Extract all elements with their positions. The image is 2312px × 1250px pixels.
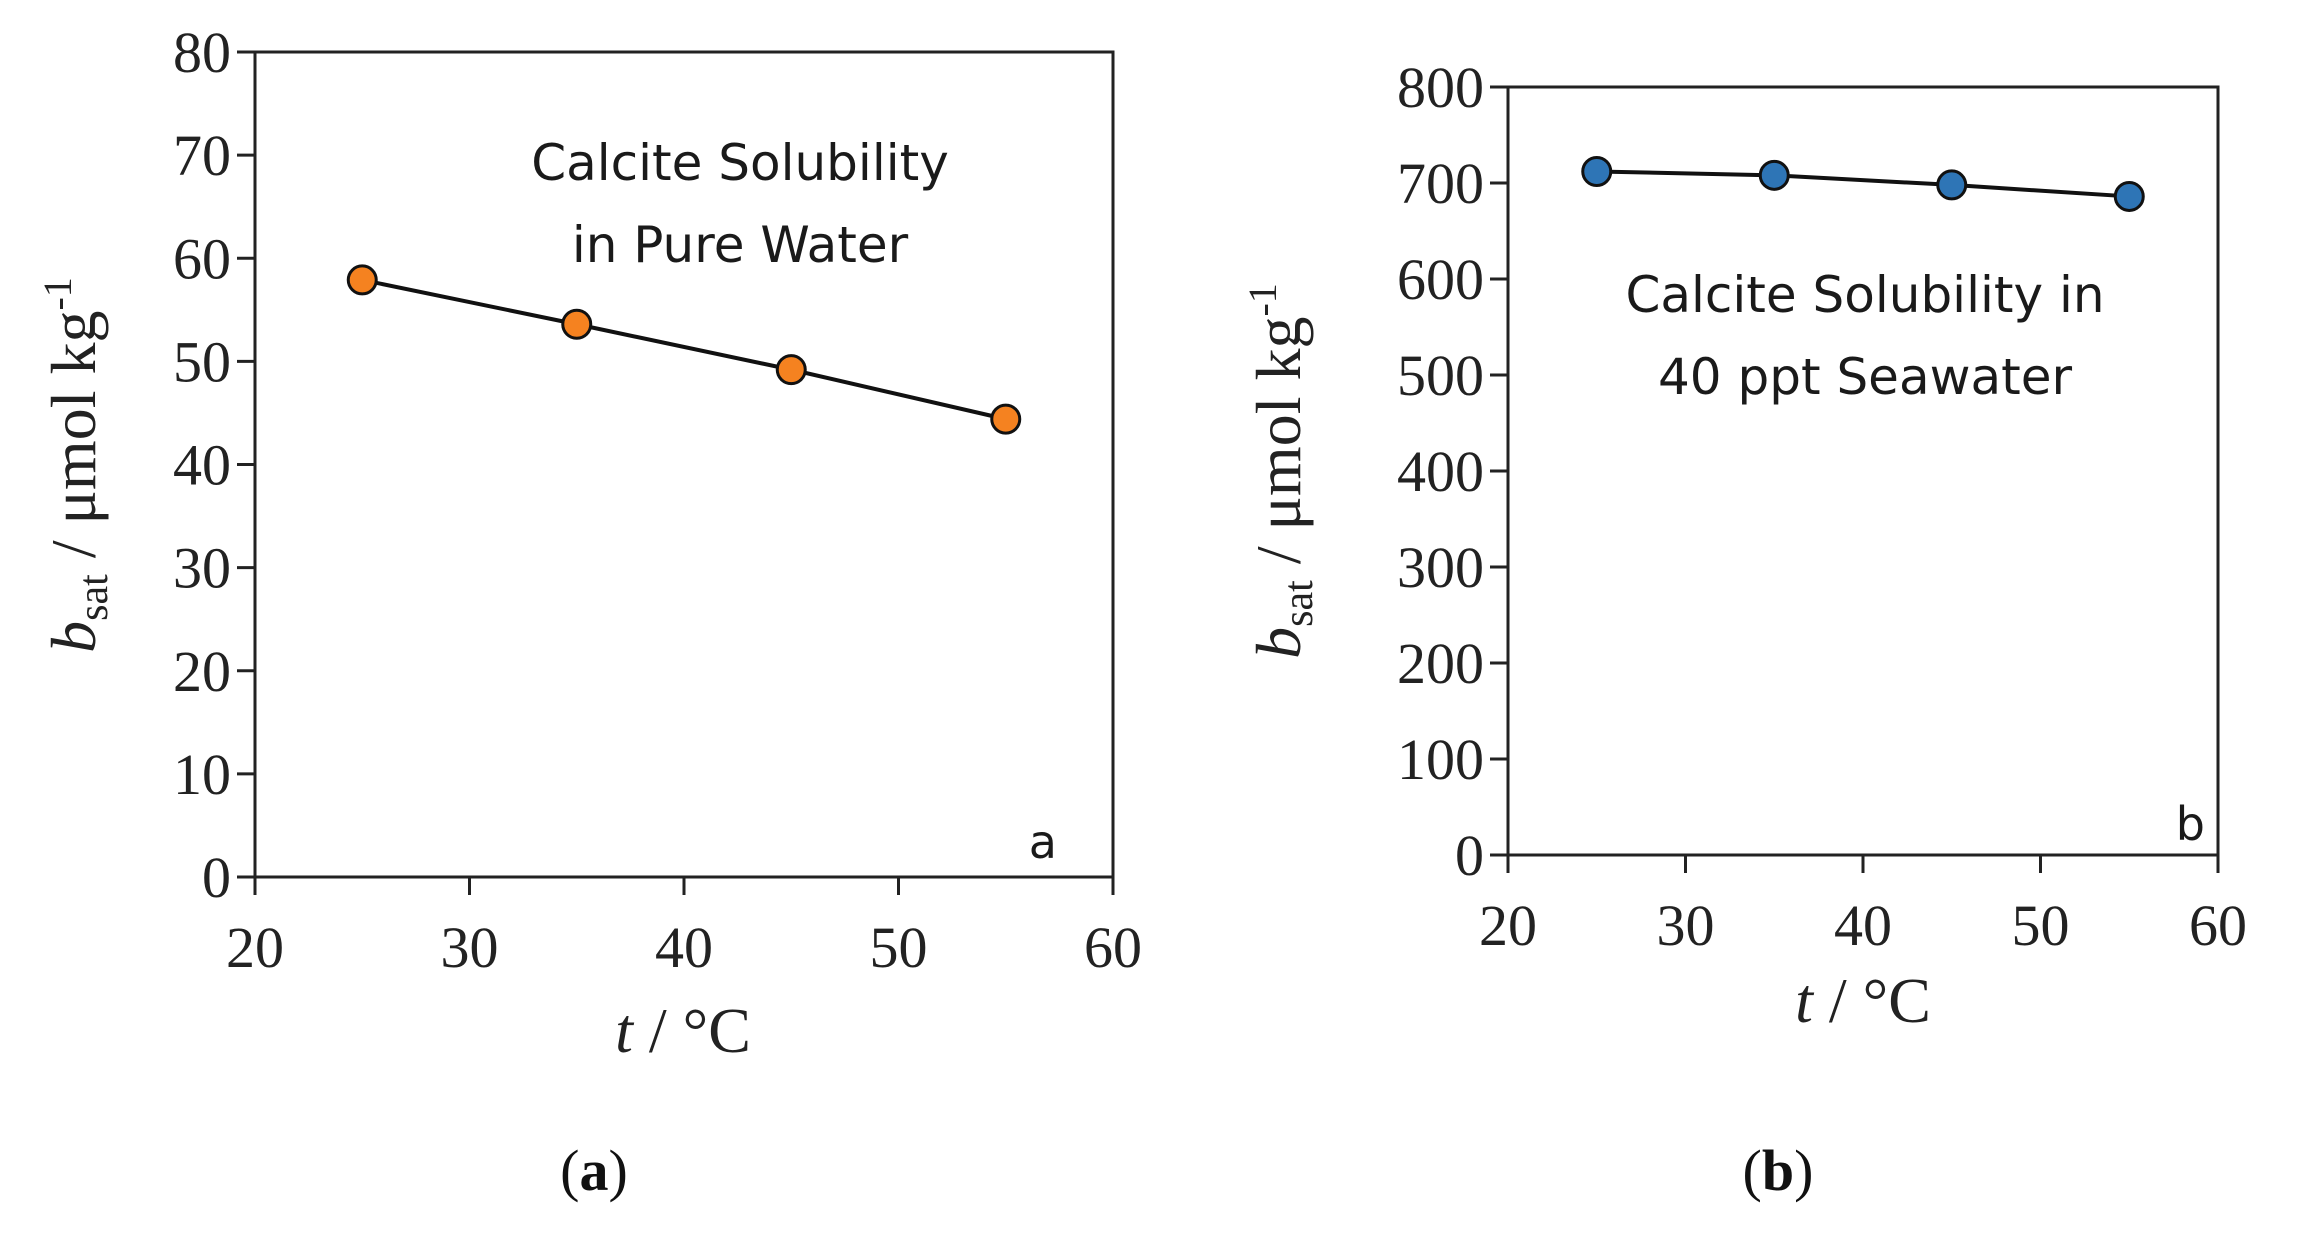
caption-letter: b — [1762, 1138, 1794, 1203]
annotation-line: Calcite Solubility in — [1625, 266, 2104, 324]
x-axis-title-var: t — [1795, 965, 1815, 1036]
y-axis-title-unit: / μmol kg — [1243, 317, 1314, 581]
y-axis-title-var: b — [1243, 627, 1314, 659]
caption-close: ) — [1794, 1138, 1813, 1203]
caption-close: ) — [609, 1138, 628, 1203]
y-tick-label: 10 — [173, 742, 231, 807]
plot-area — [1506, 85, 2220, 857]
y-axis-title-sup: -1 — [1240, 283, 1285, 316]
y-axis-title-unit: / μmol kg — [38, 311, 109, 575]
y-tick-label: 70 — [173, 123, 231, 188]
y-axis-title: bsat / μmol kg-1 — [1240, 283, 1322, 659]
x-tick-label: 60 — [2189, 893, 2247, 958]
y-tick-label: 50 — [173, 329, 231, 394]
series-line — [1596, 169, 2130, 199]
data-point — [1758, 159, 1790, 191]
x-axis-title-unit: / °C — [1813, 965, 1931, 1036]
y-axis-title: bsat / μmol kg-1 — [35, 277, 117, 653]
data-point — [990, 403, 1022, 435]
data-point — [561, 308, 593, 340]
data-point — [346, 264, 378, 296]
y-tick-label: 30 — [173, 536, 231, 601]
series-line — [361, 277, 1007, 422]
data-point — [1581, 155, 1613, 187]
panel-caption: (a) — [560, 1138, 628, 1203]
panel-b: 0 100 200 300 400 500 600 700 800 20 30 40 50 60 Calci… — [1240, 55, 2247, 1203]
corner-label: a — [1029, 815, 1057, 869]
x-axis-title: t / °C — [1795, 965, 1931, 1036]
y-axis-title-sub: sat — [71, 574, 117, 621]
y-tick-label: 0 — [1455, 823, 1484, 888]
y-tick-label: 500 — [1397, 343, 1484, 408]
y-tick-label: 0 — [202, 845, 231, 910]
annotation-line: Calcite Solubility — [531, 134, 949, 192]
panel-caption: (b) — [1743, 1138, 1814, 1203]
y-tick-label: 700 — [1397, 151, 1484, 216]
y-tick-label: 600 — [1397, 247, 1484, 312]
x-tick-label: 60 — [1084, 915, 1142, 980]
annotation-line: 40 ppt Seawater — [1658, 348, 2073, 406]
x-axis-title-var: t — [615, 995, 635, 1066]
caption-letter: a — [580, 1138, 609, 1203]
annotation-line: in Pure Water — [572, 216, 909, 274]
x-tick-label: 30 — [441, 915, 499, 980]
y-tick-label: 20 — [173, 639, 231, 704]
corner-label: b — [2176, 797, 2205, 851]
x-tick-label: 50 — [2012, 893, 2070, 958]
x-axis-title: t / °C — [615, 995, 751, 1066]
data-point — [775, 354, 807, 386]
x-axis-title-unit: / °C — [633, 995, 751, 1066]
data-point — [2113, 180, 2145, 212]
y-tick-label: 400 — [1397, 439, 1484, 504]
x-tick-label: 40 — [1834, 893, 1892, 958]
caption-open: ( — [560, 1138, 579, 1203]
x-tick-label: 20 — [1479, 893, 1537, 958]
x-tick-label: 30 — [1657, 893, 1715, 958]
y-axis-title-sub: sat — [1276, 580, 1322, 627]
y-axis-title-sup: -1 — [35, 277, 80, 310]
y-tick-label: 40 — [173, 433, 231, 498]
x-tick-label: 40 — [655, 915, 713, 980]
y-tick-label: 200 — [1397, 631, 1484, 696]
x-tick-label: 20 — [226, 915, 284, 980]
x-tick-label: 50 — [870, 915, 928, 980]
y-tick-label: 80 — [173, 20, 231, 85]
y-tick-label: 60 — [173, 226, 231, 291]
y-tick-label: 800 — [1397, 55, 1484, 120]
y-tick-label: 100 — [1397, 727, 1484, 792]
panel-a: 0 10 20 30 40 50 60 70 80 20 30 40 50 60 Calcite Solub… — [35, 20, 1142, 1203]
data-point — [1936, 169, 1968, 201]
y-tick-label: 300 — [1397, 535, 1484, 600]
caption-open: ( — [1743, 1138, 1762, 1203]
y-axis-title-var: b — [38, 621, 109, 653]
